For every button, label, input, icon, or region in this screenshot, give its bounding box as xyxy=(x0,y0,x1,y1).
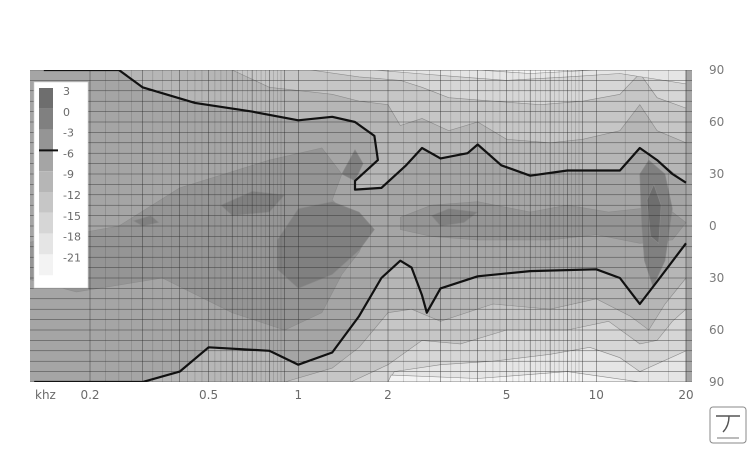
x-unit-label: khz xyxy=(35,388,56,402)
legend-label: -15 xyxy=(63,210,81,223)
region-plus3-right xyxy=(646,183,662,244)
contour-minus6-upper xyxy=(43,70,687,191)
legend-label: -21 xyxy=(63,251,81,264)
region-upper-15 xyxy=(310,70,687,109)
contour-minus6-lower xyxy=(34,242,687,382)
region-0-spot xyxy=(220,190,286,216)
legend-label: -3 xyxy=(63,127,74,140)
legend-swatch xyxy=(39,171,53,192)
region-0-mid xyxy=(430,208,479,227)
y-tick-label: 30 xyxy=(709,167,724,181)
legend-swatch xyxy=(39,108,53,130)
legend-label: -6 xyxy=(63,147,74,160)
y-tick-label: 30 xyxy=(709,271,724,285)
x-tick-label: 1 xyxy=(294,388,302,402)
legend-label: 0 xyxy=(63,106,70,119)
x-tick-label: 2 xyxy=(384,388,392,402)
plot-area xyxy=(30,70,692,382)
x-tick-label: 0.2 xyxy=(80,388,99,402)
y-tick-label: 90 xyxy=(709,63,724,77)
y-tick-label: 90 xyxy=(709,375,724,389)
y-tick-label: 60 xyxy=(709,323,724,337)
legend-swatch xyxy=(39,212,53,234)
legend-swatch xyxy=(39,233,53,255)
x-tick-label: 5 xyxy=(503,388,511,402)
legend-label: -9 xyxy=(63,168,74,181)
region-0-spot-small xyxy=(132,215,160,227)
y-tick-label: 0 xyxy=(709,219,717,233)
legend-label: -12 xyxy=(63,189,81,202)
x-tick-label: 10 xyxy=(589,388,604,402)
brand-logo xyxy=(709,406,747,444)
legend-label: 3 xyxy=(63,85,70,98)
x-tick-label: 20 xyxy=(678,388,693,402)
legend-swatch xyxy=(39,254,53,276)
legend-swatch xyxy=(39,150,53,172)
y-tick-label: 60 xyxy=(709,115,724,129)
legend-label: -18 xyxy=(63,231,81,244)
legend-swatch xyxy=(39,129,53,151)
legend-swatch xyxy=(39,88,53,109)
x-tick-label: 0.5 xyxy=(199,388,218,402)
legend-swatch xyxy=(39,192,53,213)
